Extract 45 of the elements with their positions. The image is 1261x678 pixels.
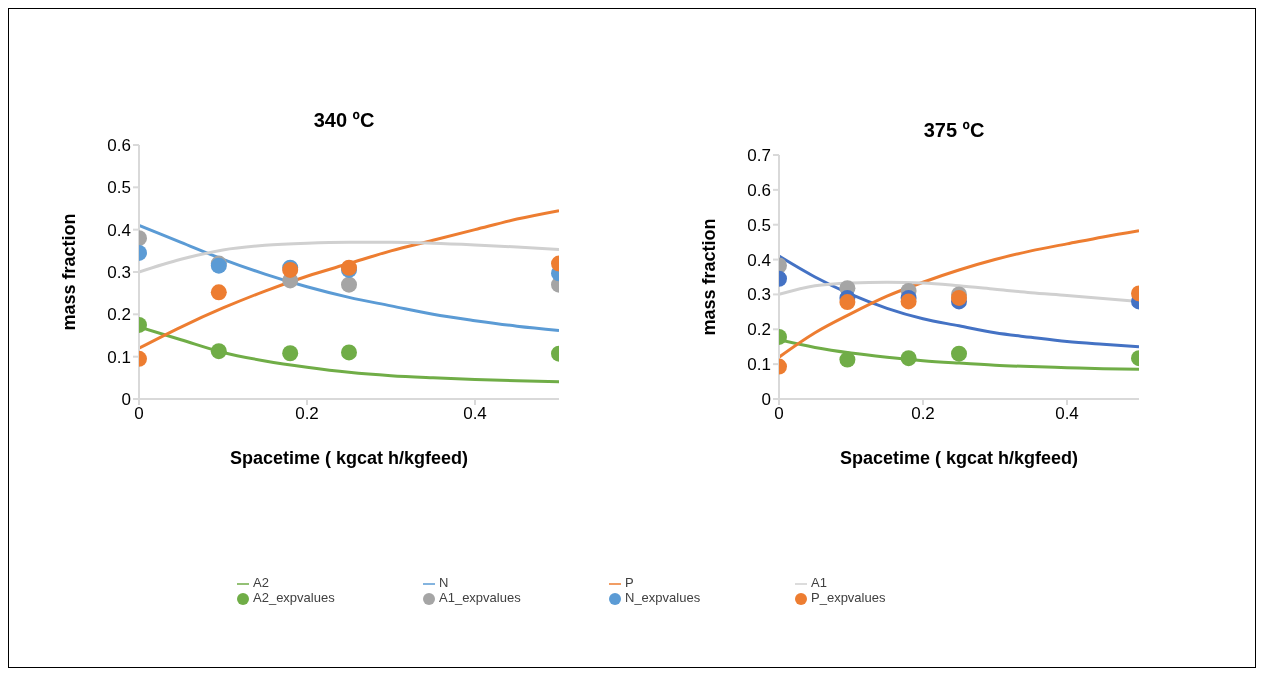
x-axis-title: Spacetime ( kgcat h/kgfeed) <box>839 448 1079 468</box>
point <box>341 344 357 361</box>
y-tick-label: 0 <box>761 390 771 410</box>
y-tick-label: 0.1 <box>107 347 131 367</box>
y-axis-title: mass fraction <box>699 218 720 336</box>
y-tick-label: 0.2 <box>747 320 771 340</box>
point <box>282 345 299 362</box>
point <box>839 294 856 311</box>
x-tick-label: 0.2 <box>911 404 935 424</box>
point <box>900 350 917 367</box>
y-tick-label: 0 <box>121 390 131 410</box>
y-tick-label: 0.1 <box>747 355 771 375</box>
y-tick-label: 0.3 <box>747 285 771 305</box>
line-series <box>779 254 1139 349</box>
x-tick-label: 0 <box>134 404 144 424</box>
y-tick-label: 0.2 <box>107 305 131 325</box>
x-tick-label: 0.4 <box>1055 404 1079 424</box>
x-tick-label: 0.2 <box>295 404 319 424</box>
point <box>951 345 967 362</box>
x-tick-label: 0.4 <box>463 404 487 424</box>
y-axis-title: mass fraction <box>59 213 80 331</box>
line-series <box>139 223 559 332</box>
point <box>839 351 856 368</box>
legend-label: N <box>439 575 450 590</box>
y-tick-label: 0.4 <box>107 220 131 240</box>
point <box>341 276 357 293</box>
y-tick-label: 0.7 <box>747 146 771 166</box>
legend-label: N_expvalues <box>625 590 702 605</box>
legend-label: A2_expvalues <box>253 590 336 605</box>
y-tick-label: 0.6 <box>747 180 771 200</box>
legend-label: P <box>625 575 635 590</box>
chart-title: 375 ºC <box>922 119 986 143</box>
x-axis-title: Spacetime ( kgcat h/kgfeed) <box>229 448 469 468</box>
y-tick-label: 0.5 <box>107 178 131 198</box>
y-tick-label: 0.4 <box>747 250 771 270</box>
y-tick-label: 0.5 <box>747 215 771 235</box>
point <box>900 293 917 310</box>
x-tick-label: 0 <box>774 404 784 424</box>
y-tick-label: 0.3 <box>107 263 131 283</box>
legend-label: A2 <box>253 575 270 590</box>
y-tick-label: 0.6 <box>107 136 131 156</box>
legend-label: P_expvalues <box>811 590 887 605</box>
legend-label: A1_expvalues <box>439 590 522 605</box>
chart-title: 340 ºC <box>312 109 376 133</box>
legend-label: A1 <box>811 575 828 590</box>
